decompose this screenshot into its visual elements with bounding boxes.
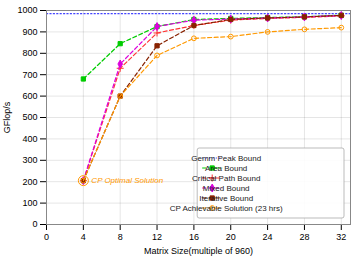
svg-text:900: 900	[22, 27, 37, 37]
svg-text:8: 8	[118, 232, 123, 242]
svg-text:0: 0	[44, 232, 49, 242]
svg-text:GFlop/s: GFlop/s	[2, 101, 12, 133]
svg-text:600: 600	[22, 91, 37, 101]
svg-text:CP Achievable Solution (23 hrs: CP Achievable Solution (23 hrs)	[170, 204, 283, 213]
svg-text:Area Bound: Area Bound	[205, 164, 247, 173]
svg-text:400: 400	[22, 134, 37, 144]
svg-text:4: 4	[81, 232, 86, 242]
svg-text:Matrix Size(multiple of 960): Matrix Size(multiple of 960)	[144, 246, 253, 256]
svg-text:28: 28	[299, 232, 309, 242]
svg-text:700: 700	[22, 70, 37, 80]
svg-text:Mixed Bound: Mixed Bound	[203, 184, 250, 193]
svg-text:200: 200	[22, 177, 37, 187]
svg-text:Gemm Peak Bound: Gemm Peak Bound	[191, 154, 261, 163]
svg-text:20: 20	[226, 232, 236, 242]
svg-text:Critical Path Bound: Critical Path Bound	[192, 174, 260, 183]
svg-text:Iterative Bound: Iterative Bound	[199, 194, 253, 203]
svg-text:500: 500	[22, 112, 37, 122]
svg-text:800: 800	[22, 48, 37, 58]
svg-text:16: 16	[189, 232, 199, 242]
svg-text:100: 100	[22, 198, 37, 208]
svg-text:CP Optimal Solution: CP Optimal Solution	[91, 176, 163, 185]
svg-text:12: 12	[152, 232, 162, 242]
svg-text:24: 24	[263, 232, 273, 242]
svg-text:300: 300	[22, 155, 37, 165]
svg-text:0: 0	[32, 219, 37, 229]
svg-text:32: 32	[336, 232, 346, 242]
svg-text:1000: 1000	[17, 5, 37, 15]
